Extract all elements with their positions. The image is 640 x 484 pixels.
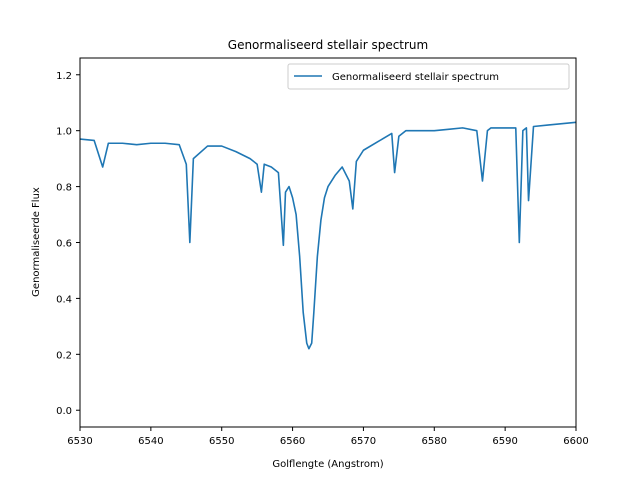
y-tick-label: 0.8 [56,183,72,194]
y-tick-label: 1.0 [56,127,72,138]
y-axis-label: Genormaliseerde Flux [31,187,42,297]
x-tick-label: 6600 [563,436,588,447]
x-tick-label: 6540 [138,436,163,447]
x-tick-label: 6580 [422,436,447,447]
legend-label: Genormaliseerd stellair spectrum [332,72,499,83]
y-tick-label: 0.2 [56,350,72,361]
x-tick-label: 6530 [67,436,92,447]
legend-box [287,63,570,90]
x-tick-label: 6560 [280,436,305,447]
y-tick-label: 0.6 [56,239,72,250]
series-line-0 [79,121,577,350]
y-tick-label: 0.0 [56,406,72,417]
y-tick-label: 0.4 [56,294,72,305]
plot-area: 6530 6540 6550 6560 6570 6580 6590 6600 0.0 0.2 0.… [56,57,589,447]
x-tick-label: 6570 [351,436,376,447]
chart-title: Genormaliseerd stellair spectrum [228,38,428,52]
y-tick-label: 1.2 [56,71,72,82]
x-tick-label: 6590 [492,436,517,447]
x-axis-label: Golflengte (Angstrom) [272,459,383,470]
legend: Genormaliseerd stellair spectrum [287,63,570,90]
x-tick-label: 6550 [209,436,234,447]
